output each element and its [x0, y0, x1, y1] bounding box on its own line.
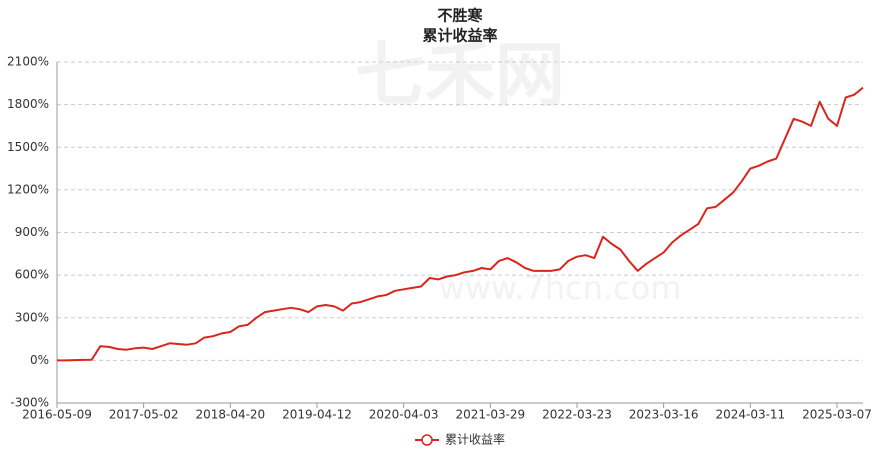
legend-label: 累计收益率 [445, 432, 505, 447]
series-line [57, 86, 864, 362]
y-tick-label: 300% [15, 310, 49, 324]
x-tick-label: 2024-03-11 [715, 408, 785, 422]
x-tick-label: 2025-03-07 [802, 408, 872, 422]
chart-subtitle: 累计收益率 [422, 27, 497, 45]
y-tick-label: 1200% [7, 182, 49, 196]
x-tick-label: 2020-04-03 [369, 408, 439, 422]
x-tick-label: 2023-03-16 [629, 408, 699, 422]
y-tick-label: 0% [30, 353, 49, 367]
x-tick-label: 2019-04-12 [282, 408, 352, 422]
x-tick-label: 2022-03-23 [542, 408, 612, 422]
x-tick-label: 2021-03-29 [455, 408, 525, 422]
y-tick-label: 1500% [7, 140, 49, 154]
y-tick-label: 2100% [7, 55, 49, 69]
legend-marker [421, 434, 433, 446]
x-tick-label: 2017-05-02 [109, 408, 179, 422]
watermark-url: www.7hcn.com [439, 269, 682, 307]
y-tick-label: 1800% [7, 97, 49, 111]
x-tick-label: 2016-05-09 [22, 408, 92, 422]
x-tick-label: 2018-04-20 [195, 408, 265, 422]
chart-title: 不胜寒 [437, 7, 483, 25]
watermark: 七禾网 [355, 34, 565, 116]
y-tick-label: -300% [10, 396, 49, 410]
y-tick-label: 900% [15, 225, 49, 239]
y-tick-label: 600% [15, 268, 49, 282]
